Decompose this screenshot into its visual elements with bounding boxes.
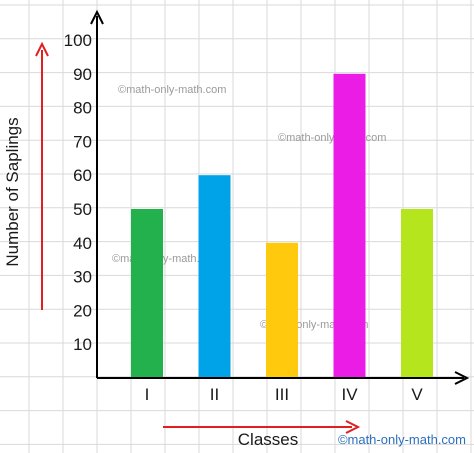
x-category-labels: I II III IV V	[145, 385, 424, 404]
y-tick-label: 20	[73, 301, 92, 320]
y-axis-title: Number of Saplings	[3, 117, 22, 266]
bar-I	[131, 209, 163, 378]
y-tick-label: 40	[73, 234, 92, 253]
x-category-label: III	[275, 385, 289, 404]
watermark: ©math-only-math.com	[118, 84, 226, 96]
x-axis-arrowhead	[454, 371, 470, 385]
y-axis-arrowhead	[90, 9, 104, 25]
y-tick-label: 70	[73, 132, 92, 151]
y-axis-title-group: Number of Saplings	[3, 41, 49, 310]
x-category-label: I	[145, 385, 150, 404]
y-title-arrowhead	[35, 41, 49, 57]
y-tick-label: 60	[73, 166, 92, 185]
bar-IV	[333, 73, 366, 379]
bars	[131, 73, 433, 379]
y-tick-labels: 10 20 30 40 50 60 70 80 90 100	[64, 31, 92, 354]
axes	[90, 9, 470, 385]
credit-text: ©math-only-math.com	[338, 432, 466, 447]
x-category-label: IV	[341, 385, 358, 404]
bar-II	[198, 175, 231, 378]
bar-III	[266, 242, 298, 378]
y-tick-label: 50	[73, 200, 92, 219]
y-tick-label: 30	[73, 268, 92, 287]
bar-V	[401, 209, 433, 378]
y-tick-label: 90	[73, 65, 92, 84]
y-tick-label: 100	[64, 31, 92, 50]
watermark: ©math-only-math.com	[278, 132, 386, 144]
y-tick-label: 10	[73, 335, 92, 354]
y-tick-label: 80	[73, 99, 92, 118]
x-axis-title: Classes	[238, 430, 298, 449]
x-title-arrowhead	[345, 420, 361, 434]
x-axis-title-group: Classes	[163, 420, 361, 449]
x-category-label: V	[411, 385, 423, 404]
x-category-label: II	[210, 385, 219, 404]
